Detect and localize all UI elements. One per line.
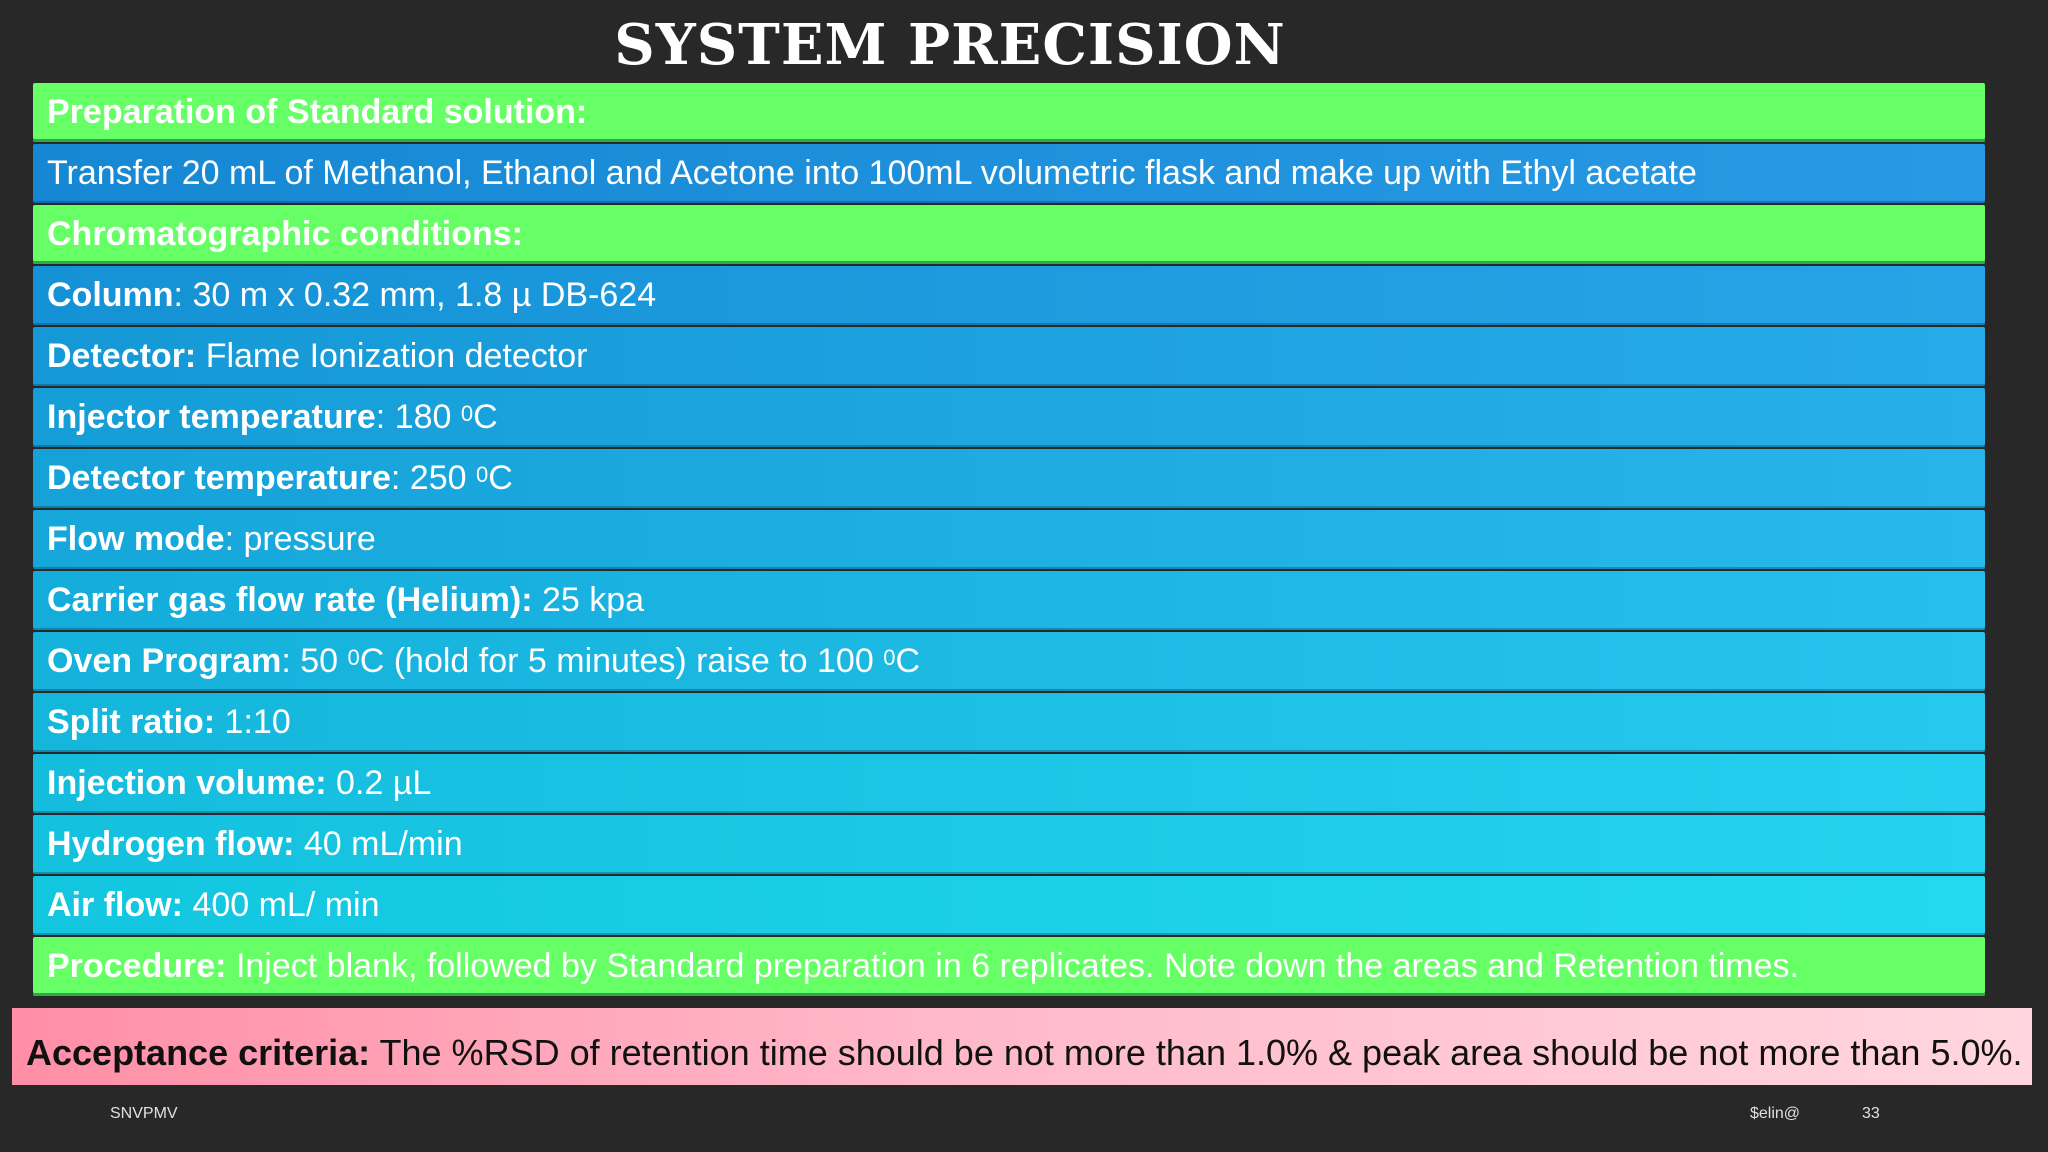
row-label: Detector temperature: [47, 459, 391, 497]
table-row: Air flow: 400 mL/ min: [33, 876, 1985, 935]
table-row: Procedure: Inject blank, followed by Sta…: [33, 937, 1985, 996]
acceptance-label: Acceptance criteria:: [26, 1031, 371, 1073]
row-value: Inject blank, followed by Standard prepa…: [226, 947, 1799, 985]
row-label: Air flow:: [47, 886, 183, 924]
row-value: : 250: [390, 459, 476, 497]
row-value-tail: C: [488, 459, 513, 497]
row-value: 400 mL/ min: [182, 886, 380, 924]
row-label: Flow mode: [47, 520, 225, 558]
row-label: Chromatographic conditions:: [47, 215, 523, 253]
table-row: Hydrogen flow: 40 mL/min: [33, 815, 1985, 874]
table-row: Chromatographic conditions:: [33, 205, 1985, 264]
acceptance-text: The %RSD of retention time should be not…: [370, 1031, 2023, 1073]
degree-superscript: 0: [475, 461, 489, 487]
row-value-tail: C (hold for 5 minutes) raise to 100: [359, 642, 884, 680]
table-row: Detector: Flame Ionization detector: [33, 327, 1985, 386]
table-row: Transfer 20 mL of Methanol, Ethanol and …: [33, 144, 1985, 203]
row-value: : 30 m x 0.32 mm, 1.8 µ DB-624: [173, 276, 657, 314]
row-label: Oven Program: [47, 642, 282, 680]
table-row: Injection volume: 0.2 µL: [33, 754, 1985, 813]
row-value: 25 kpa: [532, 581, 645, 619]
row-label: Preparation of Standard solution:: [47, 93, 588, 131]
row-value: : 180: [375, 398, 461, 436]
row-value: 0.2 µL: [326, 764, 432, 802]
row-value-tail: C: [895, 642, 921, 680]
degree-superscript: 0: [347, 644, 360, 670]
table-row: Flow mode: pressure: [33, 510, 1985, 569]
table-row: Preparation of Standard solution:: [33, 83, 1985, 142]
row-value: : pressure: [224, 520, 376, 558]
row-label: Split ratio:: [47, 703, 216, 741]
footer-left: SNVPMV: [110, 1105, 178, 1122]
acceptance-criteria-box: Acceptance criteria: The %RSD of retenti…: [12, 1008, 2032, 1085]
row-value: Flame Ionization detector: [196, 337, 588, 375]
page-number: 33: [1862, 1105, 1880, 1122]
row-label: Hydrogen flow:: [47, 825, 295, 863]
row-label: Injection volume:: [47, 764, 327, 802]
row-label: Injector temperature: [47, 398, 376, 436]
table-row: Column: 30 m x 0.32 mm, 1.8 µ DB-624: [33, 266, 1985, 325]
slide-title: SYSTEM PRECISION: [614, 12, 1286, 78]
row-value-tail: C: [473, 398, 498, 436]
row-label: Carrier gas flow rate (Helium):: [47, 581, 533, 619]
row-label: Procedure:: [47, 947, 227, 985]
row-label: Column: [47, 276, 174, 314]
conditions-table: Preparation of Standard solution: Transfe…: [33, 83, 1985, 998]
degree-superscript: 0: [460, 400, 474, 426]
table-row: Carrier gas flow rate (Helium): 25 kpa: [33, 571, 1985, 630]
row-value: Transfer 20 mL of Methanol, Ethanol and …: [47, 154, 1697, 192]
table-row: Split ratio: 1:10: [33, 693, 1985, 752]
row-label: Detector:: [47, 337, 197, 375]
degree-superscript: 0: [883, 644, 896, 670]
row-value: 1:10: [215, 703, 291, 741]
row-value: : 50: [281, 642, 348, 680]
footer-author: $elin@: [1750, 1105, 1801, 1122]
row-value: 40 mL/min: [294, 825, 463, 863]
